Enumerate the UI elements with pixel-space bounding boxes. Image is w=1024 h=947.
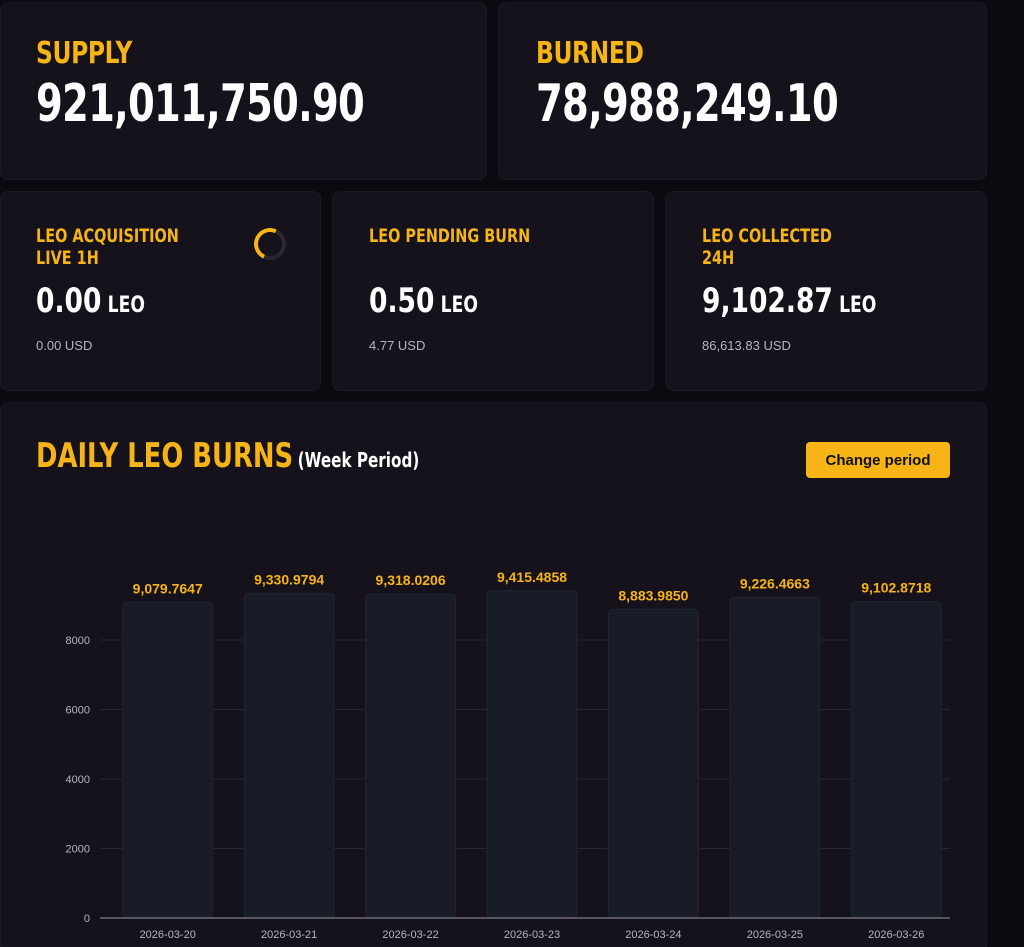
chart-title-row: DAILY LEO BURNS (Week Period) — [36, 436, 419, 476]
supply-value: 921,011,750.90 — [36, 74, 365, 134]
leo-acquisition-value-row: 0.00 LEO — [36, 281, 145, 321]
leo-collected-unit: LEO — [839, 293, 877, 318]
leo-collected-value: 9,102.87 — [702, 281, 833, 321]
leo-pending-burn-unit: LEO — [440, 293, 478, 318]
chart-title: DAILY LEO BURNS — [36, 436, 294, 476]
leo-acquisition-label-line2: LIVE 1H — [36, 247, 99, 269]
leo-pending-burn-label-line1: LEO PENDING BURN — [369, 225, 531, 247]
leo-collected-card: LEO COLLECTED 24H 9,102.87 LEO 86,613.83 … — [665, 191, 987, 391]
leo-collected-label-line1: LEO COLLECTED — [702, 225, 832, 247]
burned-label: BURNED — [536, 36, 644, 71]
leo-collected-value-row: 9,102.87 LEO — [702, 281, 876, 321]
leo-collected-label: LEO COLLECTED 24H — [702, 225, 900, 269]
leo-acquisition-label-line1: LEO ACQUISITION — [36, 225, 179, 247]
leo-pending-burn-value-row: 0.50 LEO — [369, 281, 478, 321]
burned-card: BURNED 78,988,249.10 — [498, 2, 987, 180]
leo-acquisition-usd: 0.00 USD — [36, 338, 93, 353]
supply-card: SUPPLY 921,011,750.90 — [0, 2, 487, 180]
leo-acquisition-card: LEO ACQUISITION LIVE 1H 0.00 LEO 0.00 USD — [0, 191, 321, 391]
leo-pending-burn-label: LEO PENDING BURN — [369, 225, 567, 247]
leo-pending-burn-value: 0.50 — [369, 281, 435, 321]
supply-label: SUPPLY — [36, 36, 133, 71]
leo-pending-burn-card: LEO PENDING BURN 0.50 LEO 4.77 USD — [332, 191, 654, 391]
change-period-button[interactable]: Change period — [806, 442, 950, 478]
leo-acquisition-label: LEO ACQUISITION LIVE 1H — [36, 225, 234, 269]
leo-collected-usd: 86,613.83 USD — [702, 338, 791, 353]
chart-subtitle: (Week Period) — [297, 448, 420, 472]
daily-burns-chart-card: DAILY LEO BURNS (Week Period) Change peri… — [0, 402, 987, 947]
burned-value: 78,988,249.10 — [536, 74, 839, 134]
leo-acquisition-value: 0.00 — [36, 281, 102, 321]
loading-spinner-icon — [249, 223, 291, 265]
leo-acquisition-unit: LEO — [107, 293, 145, 318]
leo-pending-burn-usd: 4.77 USD — [369, 338, 426, 353]
leo-collected-label-line2: 24H — [702, 247, 735, 269]
